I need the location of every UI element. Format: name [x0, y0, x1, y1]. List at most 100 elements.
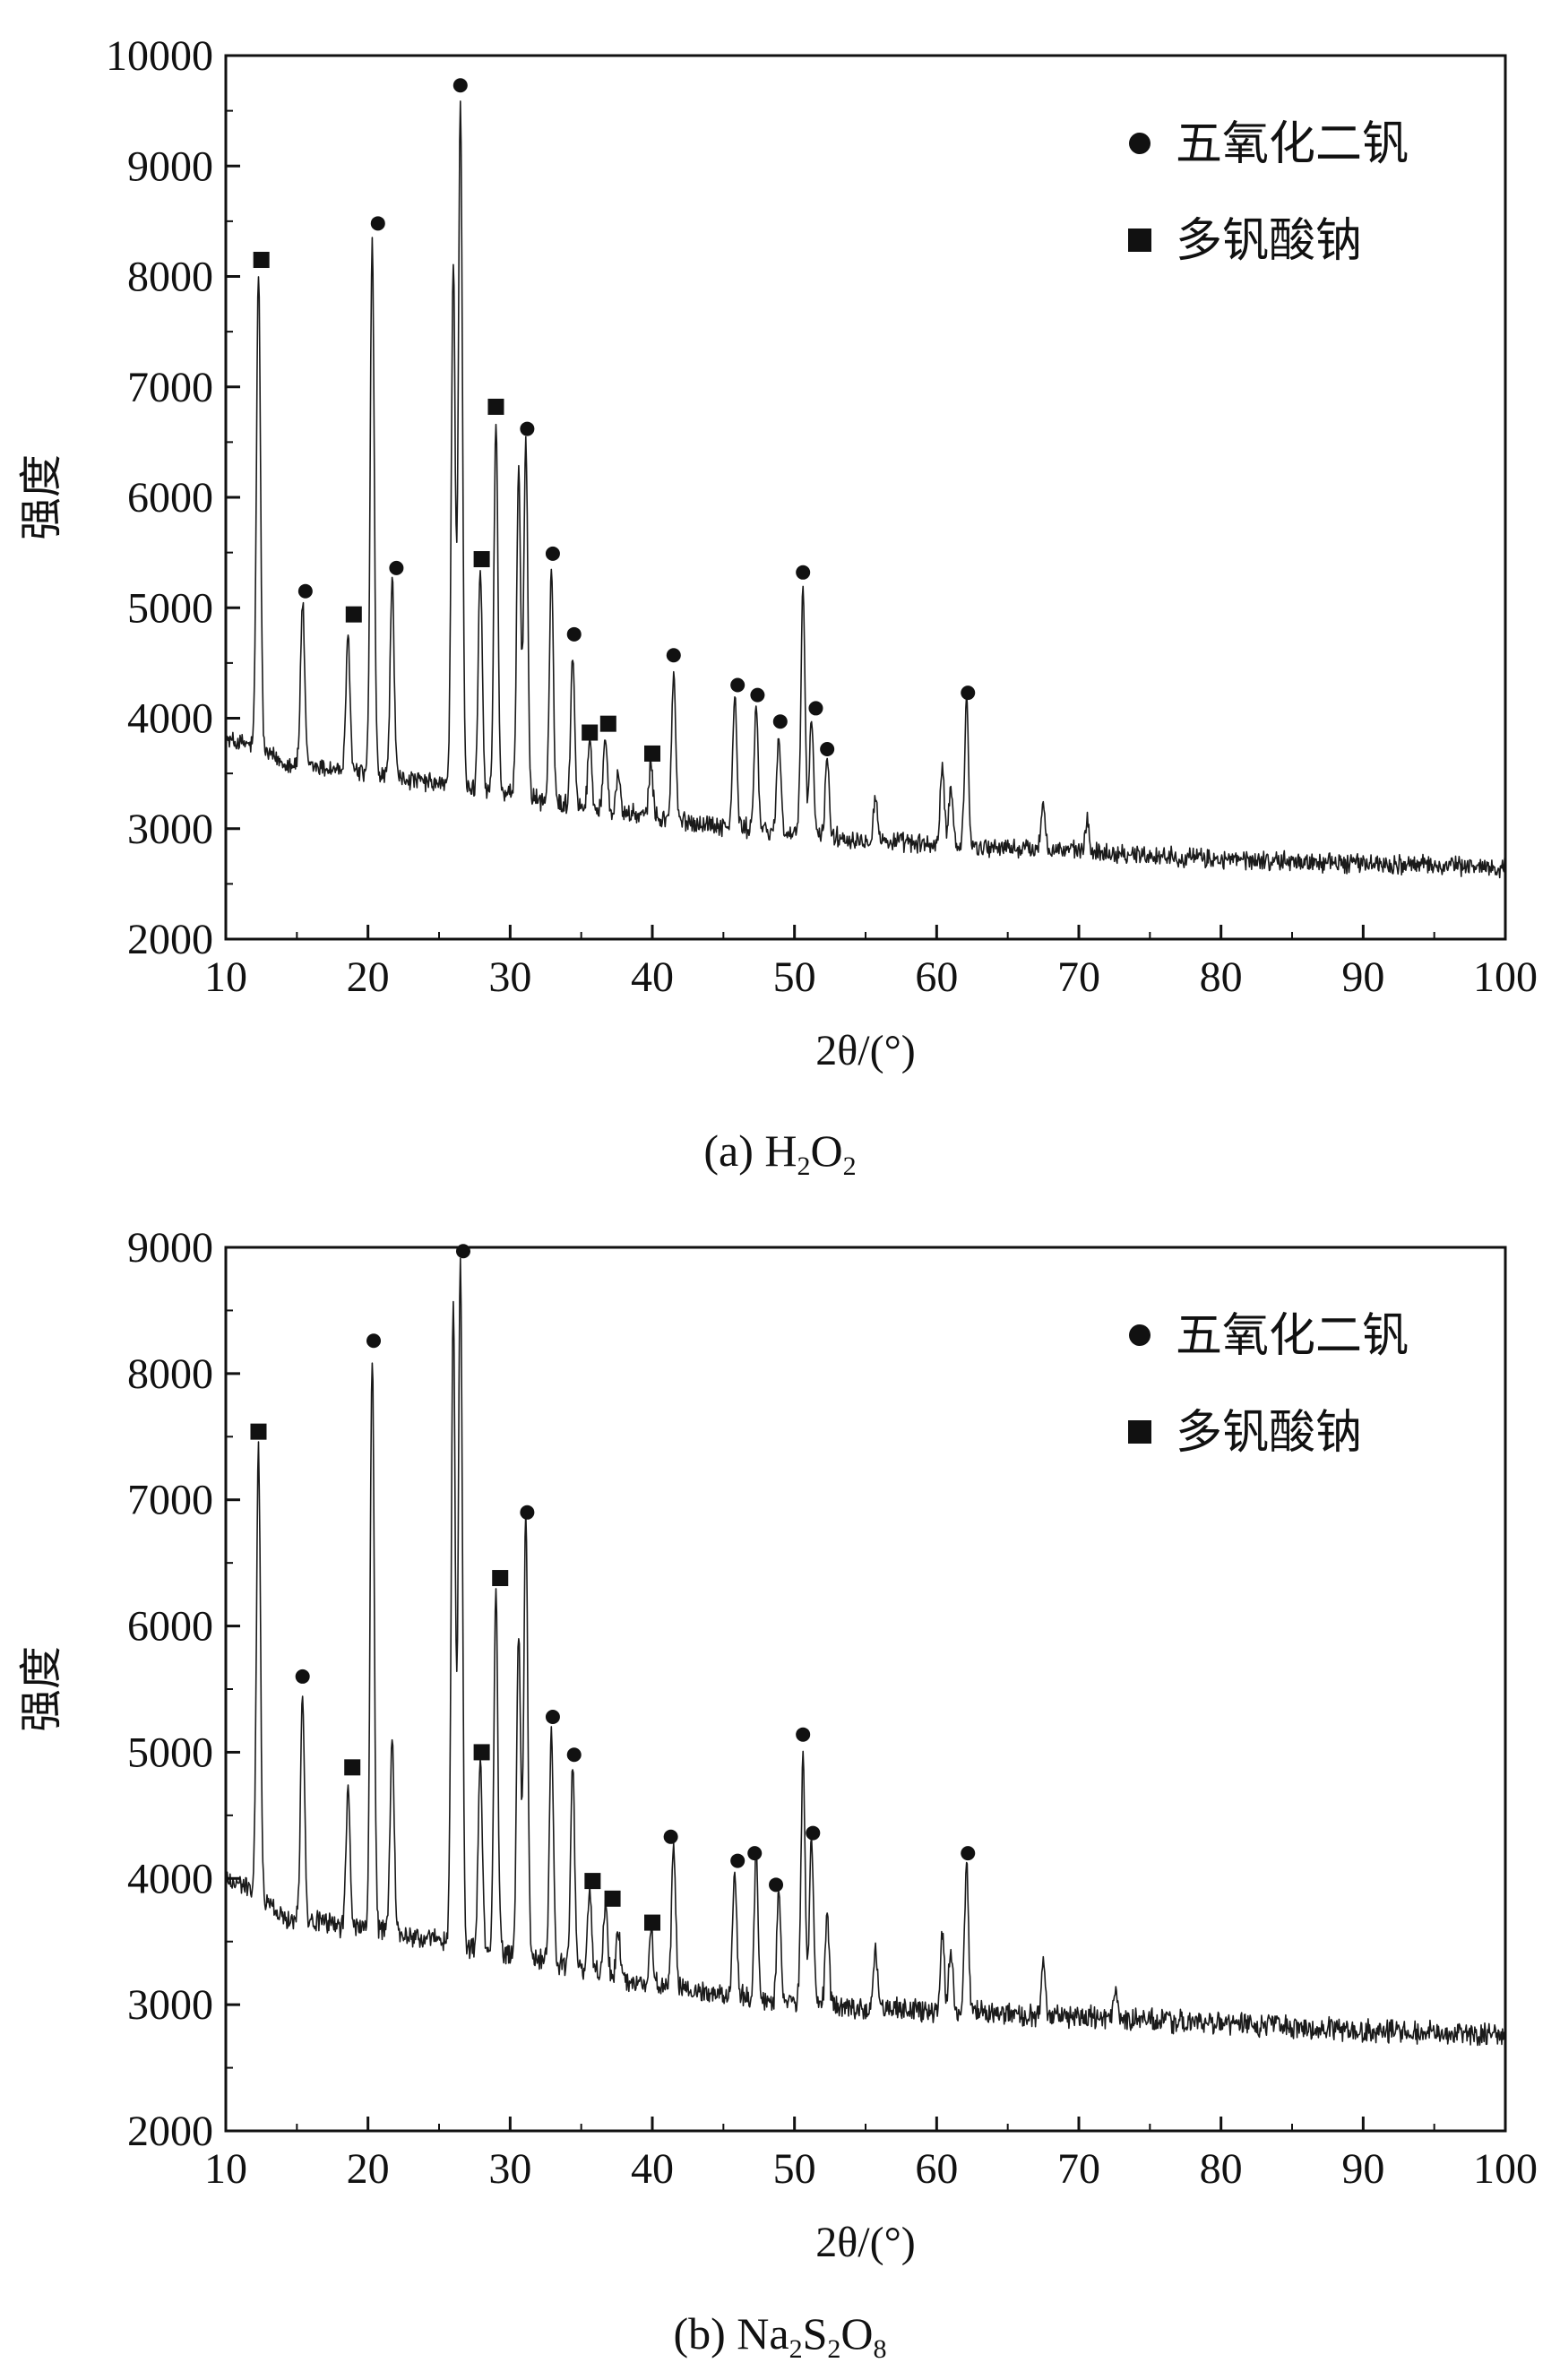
v2o5-phase-marker [808, 701, 823, 716]
y-axis-title: 强度 [18, 454, 65, 540]
formula-element: H [764, 1125, 797, 1176]
y-tick-label: 4000 [127, 1855, 213, 1902]
legend-square-marker [1128, 1420, 1151, 1444]
panel-caption-b: (b) Na2S2O8 [0, 2307, 1560, 2365]
panel-b: 10 20 30 40 50 60 70 80 90 100 2000 3000 4000 5000 600… [0, 1192, 1560, 2375]
sodium-polyvanadate-phase-marker [250, 1423, 267, 1440]
y-tick-label: 7000 [127, 364, 213, 411]
caption-formula-b: Na2S2O8 [737, 2308, 886, 2364]
legend-label-v2o5: 五氧化二钒 [1176, 1309, 1409, 1363]
formula-subscript: 8 [873, 2334, 887, 2364]
y-tick-label: 6000 [127, 474, 213, 522]
x-tick-label: 80 [1200, 2145, 1243, 2193]
sodium-polyvanadate-phase-marker [344, 1759, 361, 1776]
formula-subscript: 2 [827, 2334, 841, 2364]
caption-prefix-a: (a) [703, 1125, 765, 1176]
v2o5-phase-marker [769, 1877, 784, 1893]
x-tick-label: 30 [488, 2145, 531, 2193]
v2o5-phase-marker [297, 583, 313, 599]
y-tick-label: 2000 [127, 2108, 213, 2155]
legend-label-polyvanadate: 多钒酸钠 [1176, 214, 1362, 268]
x-tick-label: 60 [915, 2145, 958, 2193]
y-tick-label: 9000 [127, 1224, 213, 1272]
x-tick-label: 100 [1473, 2145, 1538, 2193]
x-tick-label: 90 [1341, 953, 1384, 1001]
x-tick-label: 40 [631, 2145, 674, 2193]
x-tick-label: 10 [204, 953, 247, 1001]
sodium-polyvanadate-phase-marker [473, 551, 490, 568]
x-tick-label: 70 [1057, 2145, 1100, 2193]
y-tick-label: 8000 [127, 1350, 213, 1398]
legend-label-v2o5: 五氧化二钒 [1176, 117, 1409, 171]
y-axis-title: 强度 [18, 1646, 65, 1732]
v2o5-phase-marker [452, 78, 468, 93]
v2o5-phase-marker [666, 648, 681, 663]
y-tick-label: 6000 [127, 1603, 213, 1651]
caption-formula-a: H2O2 [764, 1125, 856, 1181]
v2o5-phase-marker [663, 1829, 678, 1844]
sodium-polyvanadate-phase-marker [582, 724, 599, 741]
y-tick-label: 5000 [127, 1729, 213, 1776]
x-tick-label: 40 [631, 953, 674, 1001]
v2o5-phase-marker [730, 677, 746, 693]
v2o5-phase-marker [961, 1846, 976, 1861]
v2o5-phase-marker [295, 1669, 310, 1684]
x-tick-label: 80 [1200, 953, 1243, 1001]
formula-element: S [802, 2308, 828, 2358]
plot-frame [224, 54, 1507, 941]
y-tick-label: 9000 [127, 142, 213, 190]
v2o5-phase-marker [520, 421, 535, 436]
legend-square-marker [1128, 229, 1151, 252]
x-axis-title: 2θ/(°) [815, 2219, 916, 2266]
y-tick-label: 5000 [127, 584, 213, 632]
v2o5-phase-marker [820, 742, 835, 757]
v2o5-phase-marker [455, 1244, 470, 1259]
xrd-trace-a [225, 100, 1506, 879]
y-tick-label: 2000 [127, 916, 213, 963]
x-tick-label: 30 [488, 953, 531, 1001]
v2o5-phase-marker [747, 1846, 763, 1861]
v2o5-phase-marker [772, 714, 788, 729]
v2o5-phase-marker [730, 1853, 746, 1868]
y-tick-label: 7000 [127, 1477, 213, 1524]
v2o5-phase-marker [961, 686, 976, 701]
x-tick-label: 10 [204, 2145, 247, 2193]
formula-element: O [840, 2308, 874, 2358]
v2o5-phase-marker [366, 1333, 382, 1349]
v2o5-phase-marker [389, 560, 404, 575]
y-tick-label: 3000 [127, 806, 213, 853]
xrd-chart-b: 10 20 30 40 50 60 70 80 90 100 2000 3000 4000 5000 600… [18, 1224, 1538, 2266]
x-axis-title: 2θ/(°) [815, 1027, 916, 1074]
v2o5-phase-marker [370, 216, 385, 231]
v2o5-phase-marker [796, 1727, 811, 1742]
panel-a: 10 20 30 40 50 60 70 80 90 100 2000 3000 4000 5000 600… [0, 0, 1560, 1183]
formula-element: O [810, 1125, 843, 1176]
y-tick-label: 3000 [127, 1981, 213, 2029]
sodium-polyvanadate-phase-marker [584, 1873, 601, 1890]
formula-subscript: 2 [842, 1151, 857, 1181]
sodium-polyvanadate-phase-marker [345, 606, 362, 623]
x-tick-label: 20 [347, 953, 390, 1001]
sodium-polyvanadate-phase-marker [487, 398, 504, 415]
x-tick-label: 50 [773, 2145, 816, 2193]
caption-prefix-b: (b) [673, 2308, 737, 2358]
v2o5-phase-marker [796, 565, 811, 580]
x-tick-label: 50 [773, 953, 816, 1001]
x-tick-label: 60 [915, 953, 958, 1001]
legend-circle-marker [1129, 133, 1151, 154]
sodium-polyvanadate-phase-marker [644, 1914, 660, 1931]
v2o5-phase-marker [566, 626, 582, 642]
plot-frame [224, 1246, 1507, 2133]
x-tick-label: 90 [1341, 2145, 1384, 2193]
legend-label-polyvanadate: 多钒酸钠 [1176, 1406, 1362, 1460]
sodium-polyvanadate-phase-marker [604, 1890, 621, 1907]
v2o5-phase-marker [545, 546, 560, 561]
formula-subscript: 2 [797, 1151, 811, 1181]
sodium-polyvanadate-phase-marker [599, 715, 616, 732]
x-tick-label: 100 [1473, 953, 1538, 1001]
x-tick-label: 70 [1057, 953, 1100, 1001]
xrd-trace-b [225, 1257, 1506, 2047]
legend-circle-marker [1129, 1324, 1151, 1346]
sodium-polyvanadate-phase-marker [473, 1744, 490, 1761]
formula-element: Na [737, 2308, 789, 2358]
